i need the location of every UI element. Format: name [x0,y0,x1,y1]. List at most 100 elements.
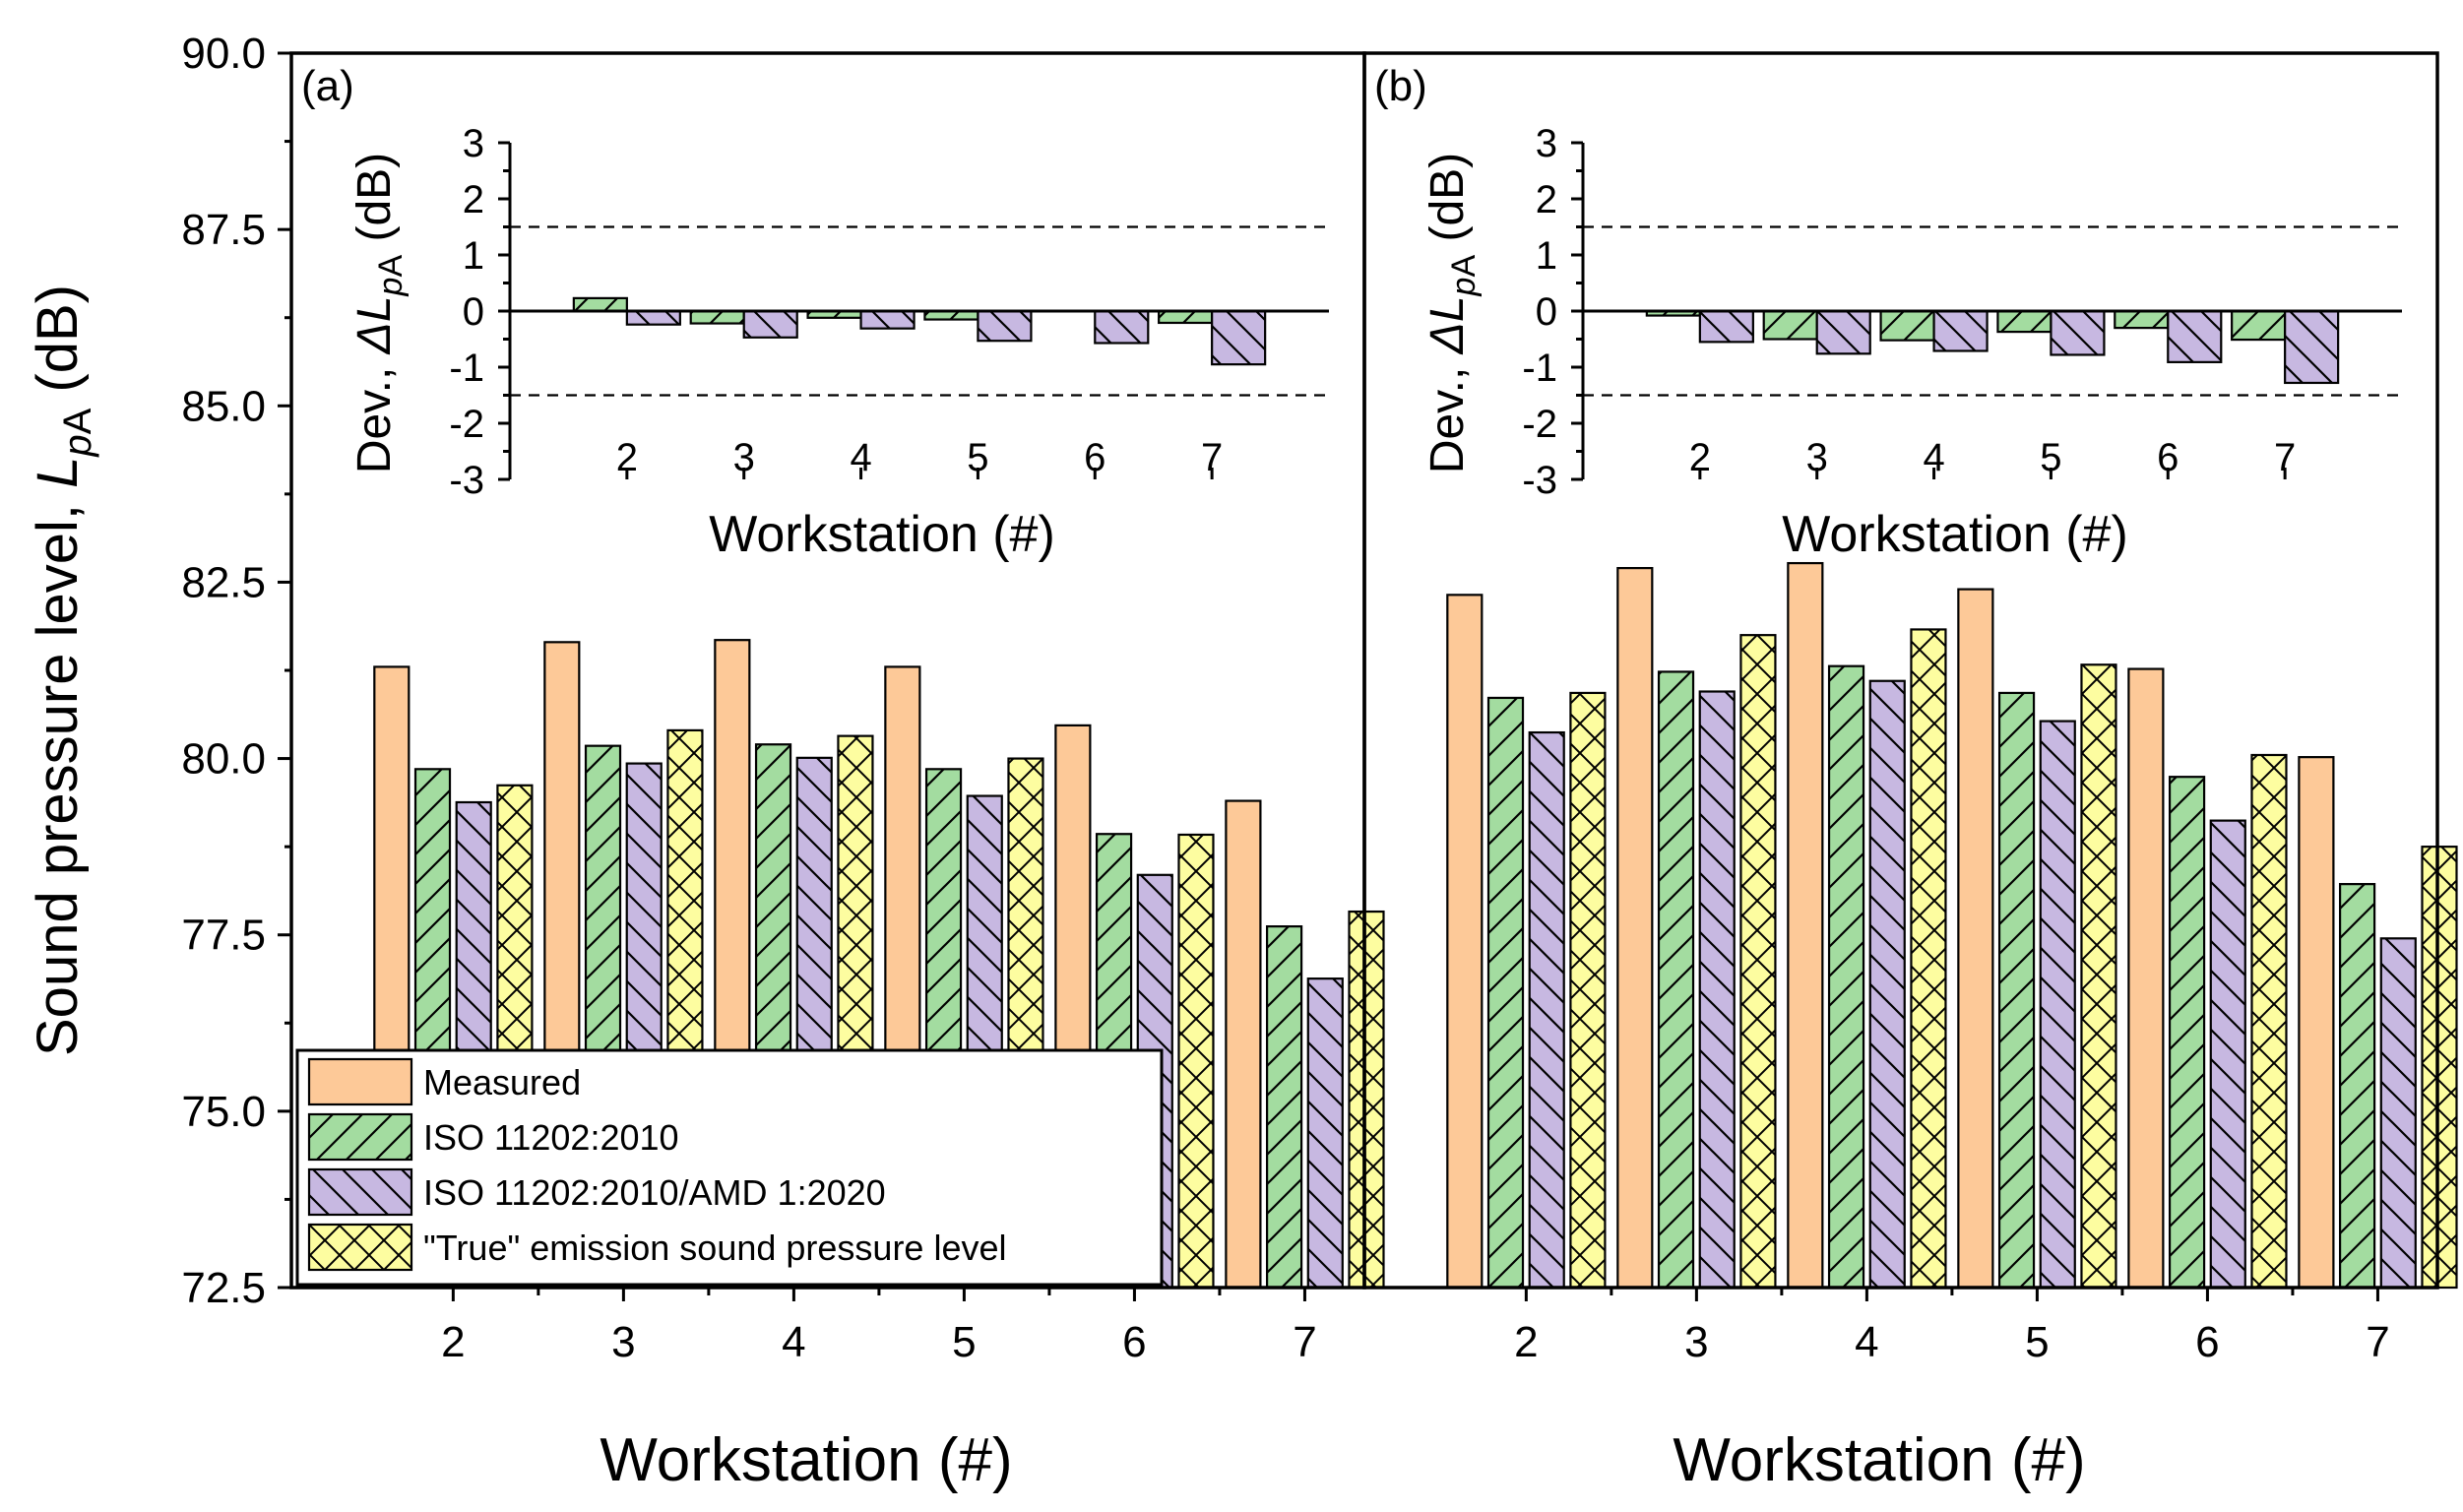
legend-label: ISO 11202:2010 [423,1117,679,1158]
panel-b: 2 3 4 5 6 7 Workstation (#) (b) -3 -2 -1 0 1 2 3 2 3 4 5 6 7… [1362,51,2458,1494]
bar-6-1-hatch [2170,777,2205,1288]
bar-4-3-hatch [1911,629,1946,1288]
bar-3-2-hatch [1699,691,1735,1288]
inset-bar-5-0-hatch [924,311,979,320]
inset-y-title-sub-italic: p [372,278,410,297]
y-tick-label: 82.5 [181,558,266,606]
bar-7-1-hatch [2340,884,2375,1288]
bar-6-2-hatch [2210,820,2245,1288]
x-tick-label: 3 [611,1318,635,1366]
y-title-prefix: Sound pressure level, [26,488,90,1056]
bar-4-2-hatch [1869,680,1905,1288]
bar-6-3-hatch [2251,754,2287,1288]
inset-y-tick-label: 0 [1536,290,1557,334]
legend-swatch-2-hatch [309,1169,411,1215]
inset-y-tick-label: 2 [1536,178,1557,221]
x-tick-label: 6 [1122,1318,1146,1366]
inset-y-tick-label: -2 [449,403,484,446]
inset-x-axis-title: Workstation (#) [1782,506,2128,563]
legend-label: Measured [423,1062,581,1102]
inset-y-title-sub-italic: p [1445,278,1483,297]
panel-frame [1362,51,2439,1290]
inset-y-title-symbol: ΔL [1421,295,1474,354]
inset-bar-7-0-hatch [1159,311,1213,323]
legend-swatch-3-hatch [309,1225,411,1270]
inset-y-tick-label: 2 [463,178,484,221]
inset-chart: -3 -2 -1 0 1 2 3 2 3 4 5 6 7 Workstation (#) Dev., ΔLp… [1421,122,2402,563]
y-title-sub-italic: p [56,434,99,457]
legend: Measured ISO 11202:2010 ISO 11202:2010/AMD… [295,1048,1164,1287]
inset-bar-6-1-hatch [1095,311,1149,344]
inset-bar-4-0-hatch [1880,311,1934,341]
bar-7-0 [1225,799,1262,1290]
x-tick-label: 5 [2025,1318,2049,1366]
inset-y-title-prefix: Dev., [348,353,401,473]
inset-bar-3-0-hatch [1763,311,1817,340]
y-title-symbol: L [26,457,90,488]
y-tick-label: 77.5 [181,912,266,960]
x-tick-label: 4 [782,1318,805,1366]
plot-root: 72.5 75.0 77.5 80.0 82.5 85.0 87.5 90.0 Sound pr… [26,30,2458,1494]
inset-y-title-symbol: ΔL [348,295,401,354]
inset-y-axis-title: Dev., ΔLpA (dB) [1421,153,1483,473]
legend-label: ISO 11202:2010/AMD 1:2020 [423,1172,886,1213]
legend-box [295,1048,1164,1287]
bar-4-0 [1787,561,1824,1290]
bar-2-3-hatch [1570,692,1606,1288]
inset-bar-5-0-hatch [1997,311,2052,333]
y-axis: 72.5 75.0 77.5 80.0 82.5 85.0 87.5 90.0 Sound pr… [26,30,293,1312]
inset-y-tick-label: -1 [449,346,484,390]
y-title-sub: A [56,408,99,434]
inset-bar-4-0-hatch [807,311,861,318]
x-tick-label: 4 [1855,1318,1878,1366]
inset-y-tick-label: -3 [449,459,484,502]
inset-y-title-sub: A [1445,255,1483,278]
inset-x-tick-label: 7 [2274,436,2296,479]
bar-5-2-hatch [2040,721,2075,1288]
y-tick-label: 75.0 [181,1088,266,1136]
inset-bar-5-1-hatch [2051,311,2105,355]
inset-bar-4-1-hatch [1933,311,1988,351]
bar-7-3-hatch [1349,912,1384,1288]
inset-bar-2-0-hatch [1646,311,1700,316]
inset-y-tick-label: 0 [463,290,484,334]
inset-x-tick-label: 6 [2157,436,2179,479]
x-axis-title: Workstation (#) [600,1426,1012,1494]
y-tick-label: 80.0 [181,735,266,784]
inset-x-tick-label: 6 [1084,436,1105,479]
bar-7-2-hatch [2380,938,2416,1288]
legend-label: "True" emission sound pressure level [423,1228,1007,1268]
x-tick-label: 2 [1514,1318,1538,1366]
inset-y-tick-label: -3 [1522,459,1557,502]
inset-y-tick-label: 3 [463,122,484,165]
inset-x-tick-label: 2 [616,436,638,479]
inset-x-tick-label: 4 [850,436,871,479]
inset-y-tick-label: -2 [1522,403,1557,446]
bar-2-2-hatch [1529,732,1564,1288]
bar-5-3-hatch [2081,664,2116,1288]
x-axis-title: Workstation (#) [1673,1426,2085,1494]
bar-6-0 [2127,667,2165,1290]
inset-y-tick-label: 3 [1536,122,1557,165]
y-tick-label: 90.0 [181,30,266,78]
inset-x-tick-label: 3 [733,436,755,479]
inset-bar-5-1-hatch [978,311,1032,342]
inset-bar-3-0-hatch [690,311,744,324]
inset-bar-6-1-hatch [2168,311,2222,362]
bar-7-2-hatch [1307,978,1343,1288]
inset-bar-7-1-hatch [1212,311,1266,365]
bar-4-1-hatch [1829,665,1864,1288]
legend-swatch-1-hatch [309,1114,411,1160]
inset-y-tick-label: -1 [1522,346,1557,390]
inset-y-title-prefix: Dev., [1421,353,1474,473]
bar-3-0 [1616,566,1654,1290]
y-tick-label: 87.5 [181,206,266,254]
x-tick-label: 7 [1293,1318,1316,1366]
inset-x-tick-label: 3 [1806,436,1828,479]
inset-y-title-unit: (dB) [1421,153,1474,255]
inset-bar-2-1-hatch [1699,311,1753,343]
panel-label: (a) [301,62,354,110]
bar-7-0 [2298,756,2335,1290]
y-axis-title: Sound pressure level, LpA (dB) [26,284,99,1056]
legend-swatch-0 [307,1057,413,1106]
